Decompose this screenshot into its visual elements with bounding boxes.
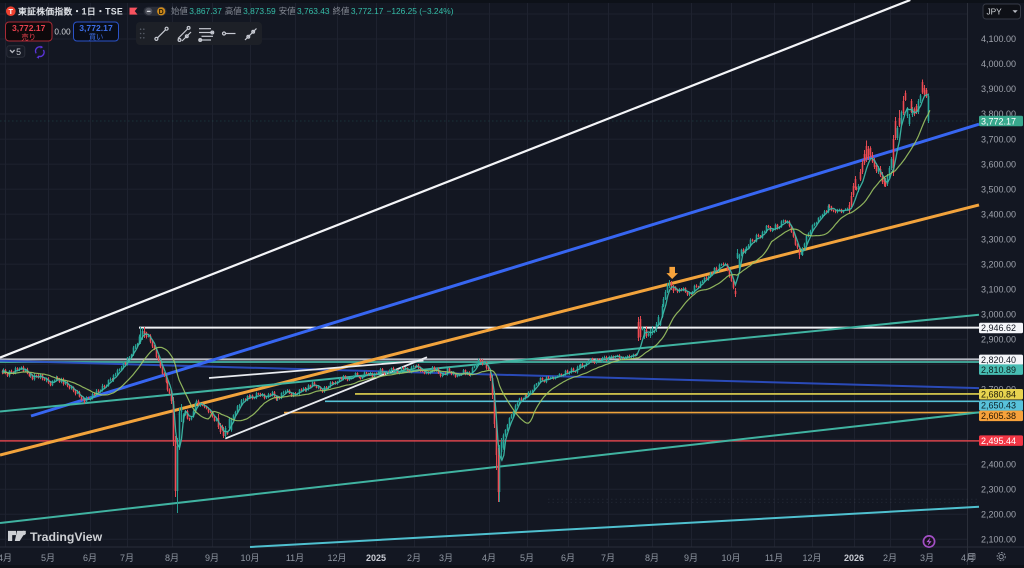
svg-text:12月: 12月 [802, 553, 821, 563]
svg-text:2,680.84: 2,680.84 [981, 390, 1016, 400]
svg-text:8月: 8月 [165, 553, 179, 563]
svg-text:T: T [9, 7, 14, 16]
svg-text:3,600.00: 3,600.00 [981, 159, 1016, 169]
svg-text:6月: 6月 [83, 553, 97, 563]
svg-text:2,100.00: 2,100.00 [981, 535, 1016, 545]
svg-text:7月: 7月 [601, 553, 615, 563]
svg-text:2月: 2月 [883, 553, 897, 563]
svg-text:2026: 2026 [844, 553, 864, 563]
svg-text:5月: 5月 [41, 553, 55, 563]
svg-text:2,495.44: 2,495.44 [981, 436, 1016, 446]
svg-text:3,800.00: 3,800.00 [981, 109, 1016, 119]
svg-text:5: 5 [16, 47, 21, 57]
svg-text:12月: 12月 [327, 553, 346, 563]
svg-text:3,900.00: 3,900.00 [981, 84, 1016, 94]
svg-text:4月: 4月 [0, 553, 12, 563]
svg-text:3月: 3月 [920, 553, 934, 563]
svg-text:0.00: 0.00 [54, 27, 71, 37]
svg-text:4月: 4月 [482, 553, 496, 563]
svg-text:4,000.00: 4,000.00 [981, 59, 1016, 69]
svg-text:6月: 6月 [561, 553, 575, 563]
svg-text:3,300.00: 3,300.00 [981, 234, 1016, 244]
svg-text:2,300.00: 2,300.00 [981, 485, 1016, 495]
svg-text:3,500.00: 3,500.00 [981, 184, 1016, 194]
svg-text:3月: 3月 [439, 553, 453, 563]
svg-text:2,605.38: 2,605.38 [981, 411, 1016, 421]
svg-text:3,772.17: 3,772.17 [981, 116, 1016, 126]
svg-text:2,820.40: 2,820.40 [981, 355, 1016, 365]
svg-text:3,400.00: 3,400.00 [981, 209, 1016, 219]
svg-text:JPY: JPY [987, 7, 1003, 17]
svg-text:10月: 10月 [240, 553, 259, 563]
svg-text:8月: 8月 [645, 553, 659, 563]
svg-text:2,650.43: 2,650.43 [981, 401, 1016, 411]
svg-text:11月: 11月 [286, 553, 304, 563]
svg-text:2,810.89: 2,810.89 [981, 365, 1016, 375]
svg-text:2,200.00: 2,200.00 [981, 510, 1016, 520]
svg-text:3,700.00: 3,700.00 [981, 134, 1016, 144]
svg-text:3,772.17: 3,772.17 [12, 23, 46, 33]
svg-text:2025: 2025 [366, 553, 386, 563]
svg-text:3,200.00: 3,200.00 [981, 259, 1016, 269]
svg-text:9月: 9月 [684, 553, 698, 563]
svg-text:11月: 11月 [765, 553, 783, 563]
svg-text:2,946.62: 2,946.62 [981, 323, 1016, 333]
svg-text:買い: 買い [89, 33, 104, 42]
svg-text:売り: 売り [21, 33, 36, 42]
svg-text:2,400.00: 2,400.00 [981, 460, 1016, 470]
svg-text:4,100.00: 4,100.00 [981, 34, 1016, 44]
svg-text:東証株価指数・1日・TSE: 東証株価指数・1日・TSE [18, 5, 123, 16]
svg-text:3,000.00: 3,000.00 [981, 309, 1016, 319]
svg-text:D: D [159, 9, 164, 16]
svg-text:2,900.00: 2,900.00 [981, 334, 1016, 344]
svg-text:5月: 5月 [520, 553, 534, 563]
svg-text:TradingView: TradingView [30, 530, 103, 544]
svg-text:7月: 7月 [120, 553, 134, 563]
svg-text:2月: 2月 [407, 553, 421, 563]
svg-text:9月: 9月 [205, 553, 219, 563]
svg-text:4月: 4月 [961, 553, 975, 563]
svg-text:3,100.00: 3,100.00 [981, 284, 1016, 294]
svg-text:3,772.17: 3,772.17 [79, 23, 113, 33]
svg-text:10月: 10月 [721, 553, 740, 563]
